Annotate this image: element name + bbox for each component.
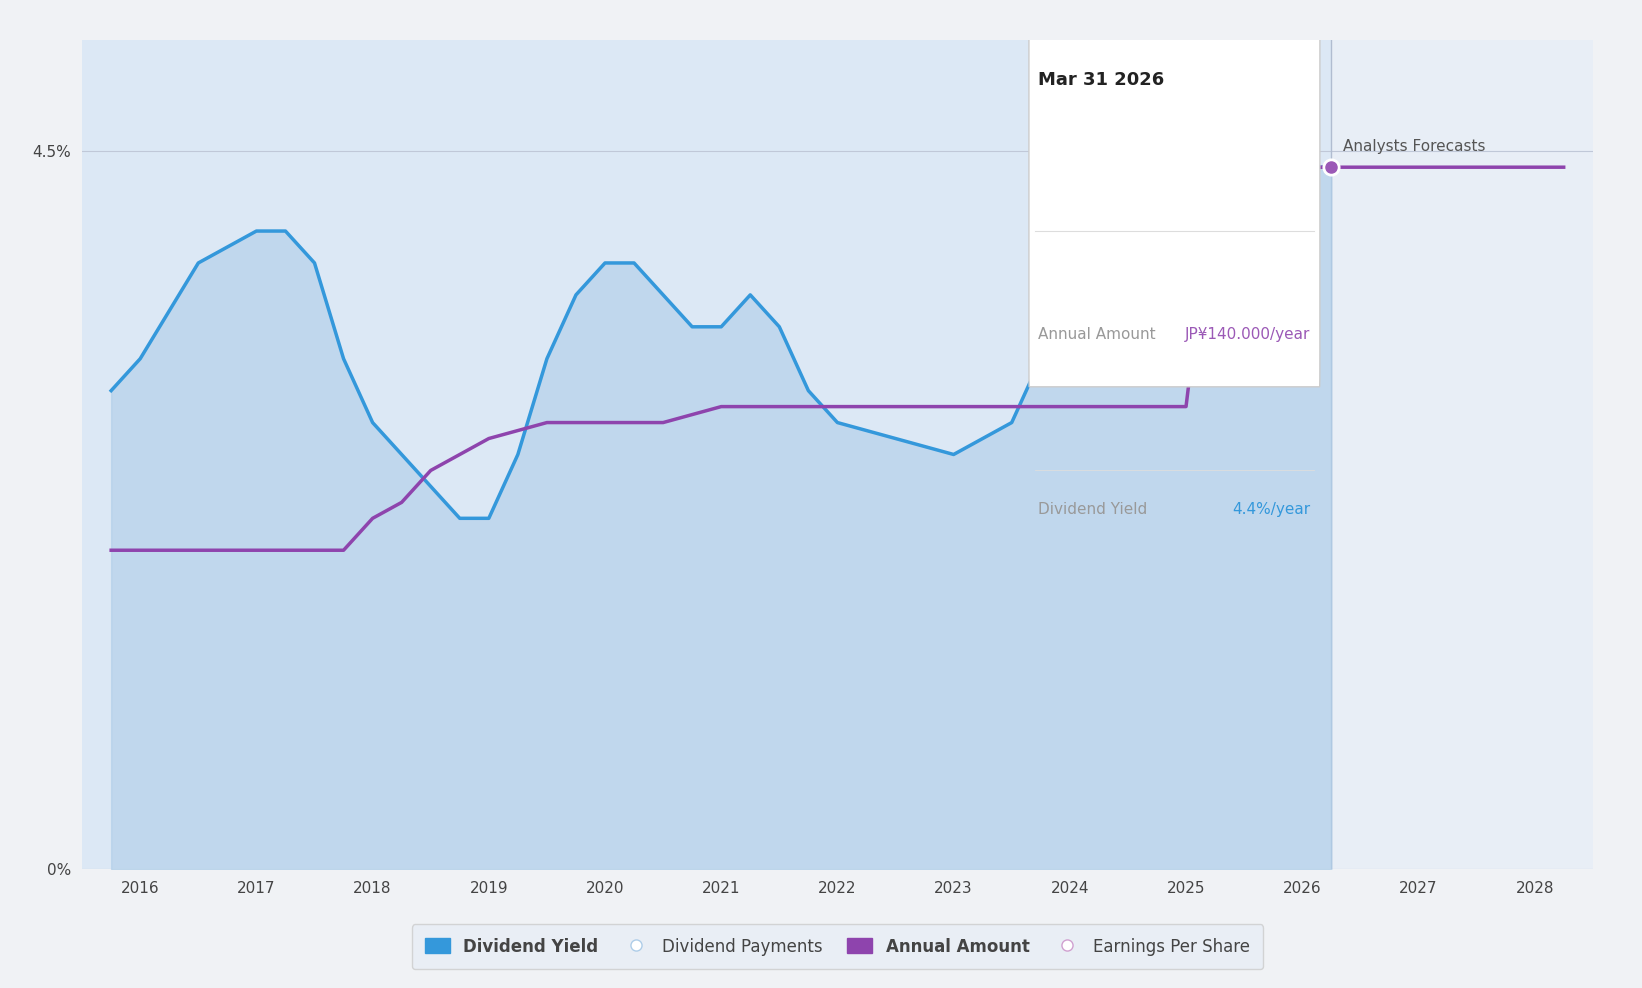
Text: Annual Amount: Annual Amount (1038, 327, 1156, 342)
Legend: Dividend Yield, Dividend Payments, Annual Amount, Earnings Per Share: Dividend Yield, Dividend Payments, Annua… (412, 925, 1263, 969)
Text: Past: Past (1282, 139, 1314, 154)
Text: 4.4%/year: 4.4%/year (1232, 502, 1310, 518)
Text: JP¥140.000/year: JP¥140.000/year (1186, 327, 1310, 342)
Text: Mar 31 2026: Mar 31 2026 (1038, 71, 1164, 90)
Text: Dividend Yield: Dividend Yield (1038, 502, 1148, 518)
FancyBboxPatch shape (1030, 8, 1320, 387)
Bar (1332, 40, 1593, 869)
Text: Analysts Forecasts: Analysts Forecasts (1343, 139, 1486, 154)
